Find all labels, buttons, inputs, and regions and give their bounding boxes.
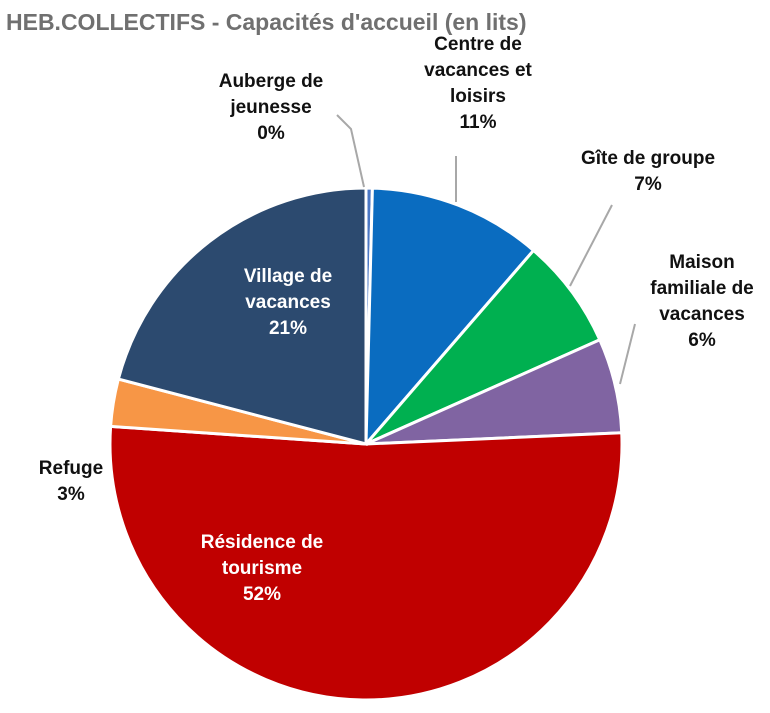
leader-line-gite-de-groupe [569,204,613,287]
label-line-auberge-de-jeunesse: jeunesse [229,97,311,118]
label-percent-auberge-de-jeunesse: 0% [257,123,285,144]
leader-lines [336,114,636,385]
slice-centre-de-vacances-et-loisirs [364,186,536,449]
label-percent-refuge: 3% [57,484,85,505]
label-line-centre-de-vacances-et-loisirs: Centre de [434,34,522,55]
leader-line-auberge-de-jeunesse [336,114,365,188]
label-line-village-de-vacances: vacances [245,292,331,313]
label-line-maison-familiale-de-vacances: Maison [669,252,734,273]
label-auberge-de-jeunesse: Auberge de jeunesse 0% [219,71,324,144]
label-percent-maison-familiale-de-vacances: 6% [688,330,716,351]
label-gite-de-groupe: Gîte de groupe 7% [581,148,715,195]
leader-line-maison-familiale-de-vacances [619,323,636,385]
slice-gite-de-groupe [364,248,602,446]
label-residence-de-tourisme: Résidence de tourisme 52% [201,532,324,605]
slice-village-de-vacances [116,186,368,446]
label-line-village-de-vacances: Village de [244,266,332,287]
label-line-maison-familiale-de-vacances: familiale de [650,278,754,299]
label-line-centre-de-vacances-et-loisirs: vacances et [424,60,532,81]
slice-residence-de-tourisme [108,424,624,702]
label-percent-gite-de-groupe: 7% [634,174,662,195]
label-line-residence-de-tourisme: Résidence de [201,532,324,553]
label-percent-village-de-vacances: 21% [269,318,307,339]
label-line-maison-familiale-de-vacances: vacances [659,304,745,325]
label-centre-de-vacances-et-loisirs: Centre de vacances et loisirs 11% [424,34,532,133]
label-line-residence-de-tourisme: tourisme [222,558,302,579]
chart-title: HEB.COLLECTIFS - Capacités d'accueil (en… [6,9,527,35]
label-refuge: Refuge 3% [39,458,103,505]
slice-labels: Auberge de jeunesse 0% Centre de vacances et… [39,34,754,605]
label-percent-centre-de-vacances-et-loisirs: 11% [460,112,497,133]
label-village-de-vacances: Village de vacances 21% [244,266,332,339]
label-line-refuge: Refuge [39,458,103,479]
label-line-centre-de-vacances-et-loisirs: loisirs [450,86,506,107]
label-line-auberge-de-jeunesse: Auberge de [219,71,324,92]
label-maison-familiale-de-vacances: Maison familiale de vacances 6% [650,252,754,351]
label-line-gite-de-groupe: Gîte de groupe [581,148,715,169]
label-percent-residence-de-tourisme: 52% [243,584,281,605]
pie-slices [108,186,624,702]
